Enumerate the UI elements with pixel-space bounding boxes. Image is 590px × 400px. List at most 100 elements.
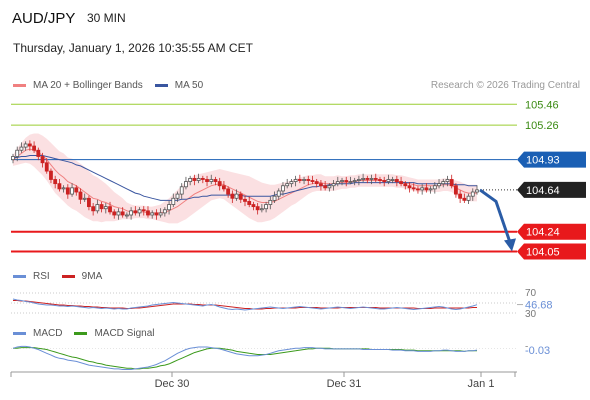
candle-body xyxy=(15,149,20,157)
candle-body xyxy=(200,178,205,180)
candle-body xyxy=(458,193,463,199)
macd-legend-swatch xyxy=(13,332,26,335)
candle-body xyxy=(331,183,336,187)
candle-body xyxy=(158,212,163,216)
candle-body xyxy=(103,206,108,210)
candle-body xyxy=(323,185,328,189)
candle-body xyxy=(356,179,361,181)
candle-body xyxy=(420,187,425,191)
bollinger-legend-swatch xyxy=(13,84,26,87)
bollinger-band-fill xyxy=(13,133,477,224)
datetime-label: Thursday, January 1, 2026 10:35:55 AM CE… xyxy=(13,41,253,55)
rsi-last-value: 46.68 xyxy=(525,300,553,312)
candle-body xyxy=(150,212,155,216)
rsi-line xyxy=(12,298,478,311)
candle-body xyxy=(171,197,176,205)
candle-body xyxy=(259,208,264,211)
candle-body xyxy=(432,185,437,190)
candle-body xyxy=(441,181,446,185)
candle-body xyxy=(369,178,374,180)
macd-last-value: -0.03 xyxy=(525,345,550,357)
candle-body xyxy=(87,197,91,208)
forecast-arrowhead xyxy=(504,238,516,252)
candle-body xyxy=(281,185,285,192)
candle-body xyxy=(399,181,403,185)
candle-body xyxy=(470,191,475,197)
candle-body xyxy=(141,209,146,212)
bollinger-legend-label: MA 20 + Bollinger Bands xyxy=(33,80,143,91)
ma50-legend-label: MA 50 xyxy=(174,80,204,91)
candle-body xyxy=(217,181,222,187)
timeframe-label: 30 MIN xyxy=(87,11,126,25)
candle-body xyxy=(57,183,62,190)
level-label-current: 104.64 xyxy=(526,185,560,197)
candle-body xyxy=(373,178,378,180)
candle-body xyxy=(129,210,134,216)
candle-body xyxy=(108,206,112,213)
macd-line xyxy=(12,345,478,370)
candle-body xyxy=(209,179,214,182)
candle-body xyxy=(179,186,184,195)
rsi-tick-30: 30 xyxy=(525,309,537,320)
macd-signal-line xyxy=(13,347,477,370)
candle-body xyxy=(340,180,344,182)
candle-body xyxy=(124,214,129,217)
candle-body xyxy=(40,156,45,164)
price-legend: MA 20 + Bollinger Bands MA 50 xyxy=(13,80,215,91)
candle-body xyxy=(293,179,298,182)
candle-body xyxy=(196,178,201,181)
candle-body xyxy=(243,198,247,202)
ma50-legend-swatch xyxy=(154,84,168,87)
candle-body xyxy=(184,181,188,188)
macd-signal-legend-swatch xyxy=(74,332,88,335)
candle-body xyxy=(310,180,315,182)
macd-legend: MACD MACD Signal xyxy=(13,328,166,339)
candle-body xyxy=(99,204,104,210)
candle-body xyxy=(74,187,79,193)
level-label-resistance: 105.46 xyxy=(525,99,559,111)
candle-body xyxy=(238,193,243,200)
attribution: Research © 2026 Trading Central xyxy=(430,80,580,91)
candles-group xyxy=(11,140,479,220)
candle-body xyxy=(378,179,382,181)
level-label-pivot: 104.93 xyxy=(526,155,560,167)
candle-body xyxy=(19,146,24,151)
candle-body xyxy=(251,204,256,208)
candle-body xyxy=(403,183,408,187)
candle-body xyxy=(411,187,416,190)
candle-body xyxy=(289,181,294,185)
candle-body xyxy=(382,180,387,182)
candle-body xyxy=(361,178,366,180)
forecast-arrow-line xyxy=(479,188,512,243)
candle-body xyxy=(348,181,353,183)
candle-body xyxy=(95,204,100,212)
level-tag-pivot xyxy=(517,151,586,168)
candle-body xyxy=(475,189,479,193)
rsi-tick-70: 70 xyxy=(525,288,537,299)
rsi-ma-legend-swatch xyxy=(61,275,75,278)
candle-body xyxy=(390,179,395,181)
candle-body xyxy=(49,170,53,180)
x-axis-label: Dec 31 xyxy=(327,378,362,390)
level-label-support: 104.05 xyxy=(526,247,560,259)
candle-body xyxy=(352,180,357,182)
candle-body xyxy=(445,179,450,182)
candle-body xyxy=(27,143,32,147)
candle-body xyxy=(137,209,142,214)
candle-body xyxy=(319,183,323,187)
candle-body xyxy=(154,212,159,216)
candle-body xyxy=(272,195,277,201)
x-axis-label: Jan 1 xyxy=(468,378,495,390)
candle-body xyxy=(255,206,260,211)
level-label-support: 104.24 xyxy=(526,227,560,239)
rsi-legend: RSI 9MA xyxy=(13,271,114,282)
candle-body xyxy=(192,178,197,181)
candle-body xyxy=(449,179,454,187)
candle-body xyxy=(394,179,399,182)
level-label-resistance: 105.26 xyxy=(525,120,559,132)
candle-body xyxy=(327,185,332,189)
candle-body xyxy=(264,204,268,210)
rsi-legend-swatch xyxy=(13,275,26,278)
candle-body xyxy=(466,195,471,201)
